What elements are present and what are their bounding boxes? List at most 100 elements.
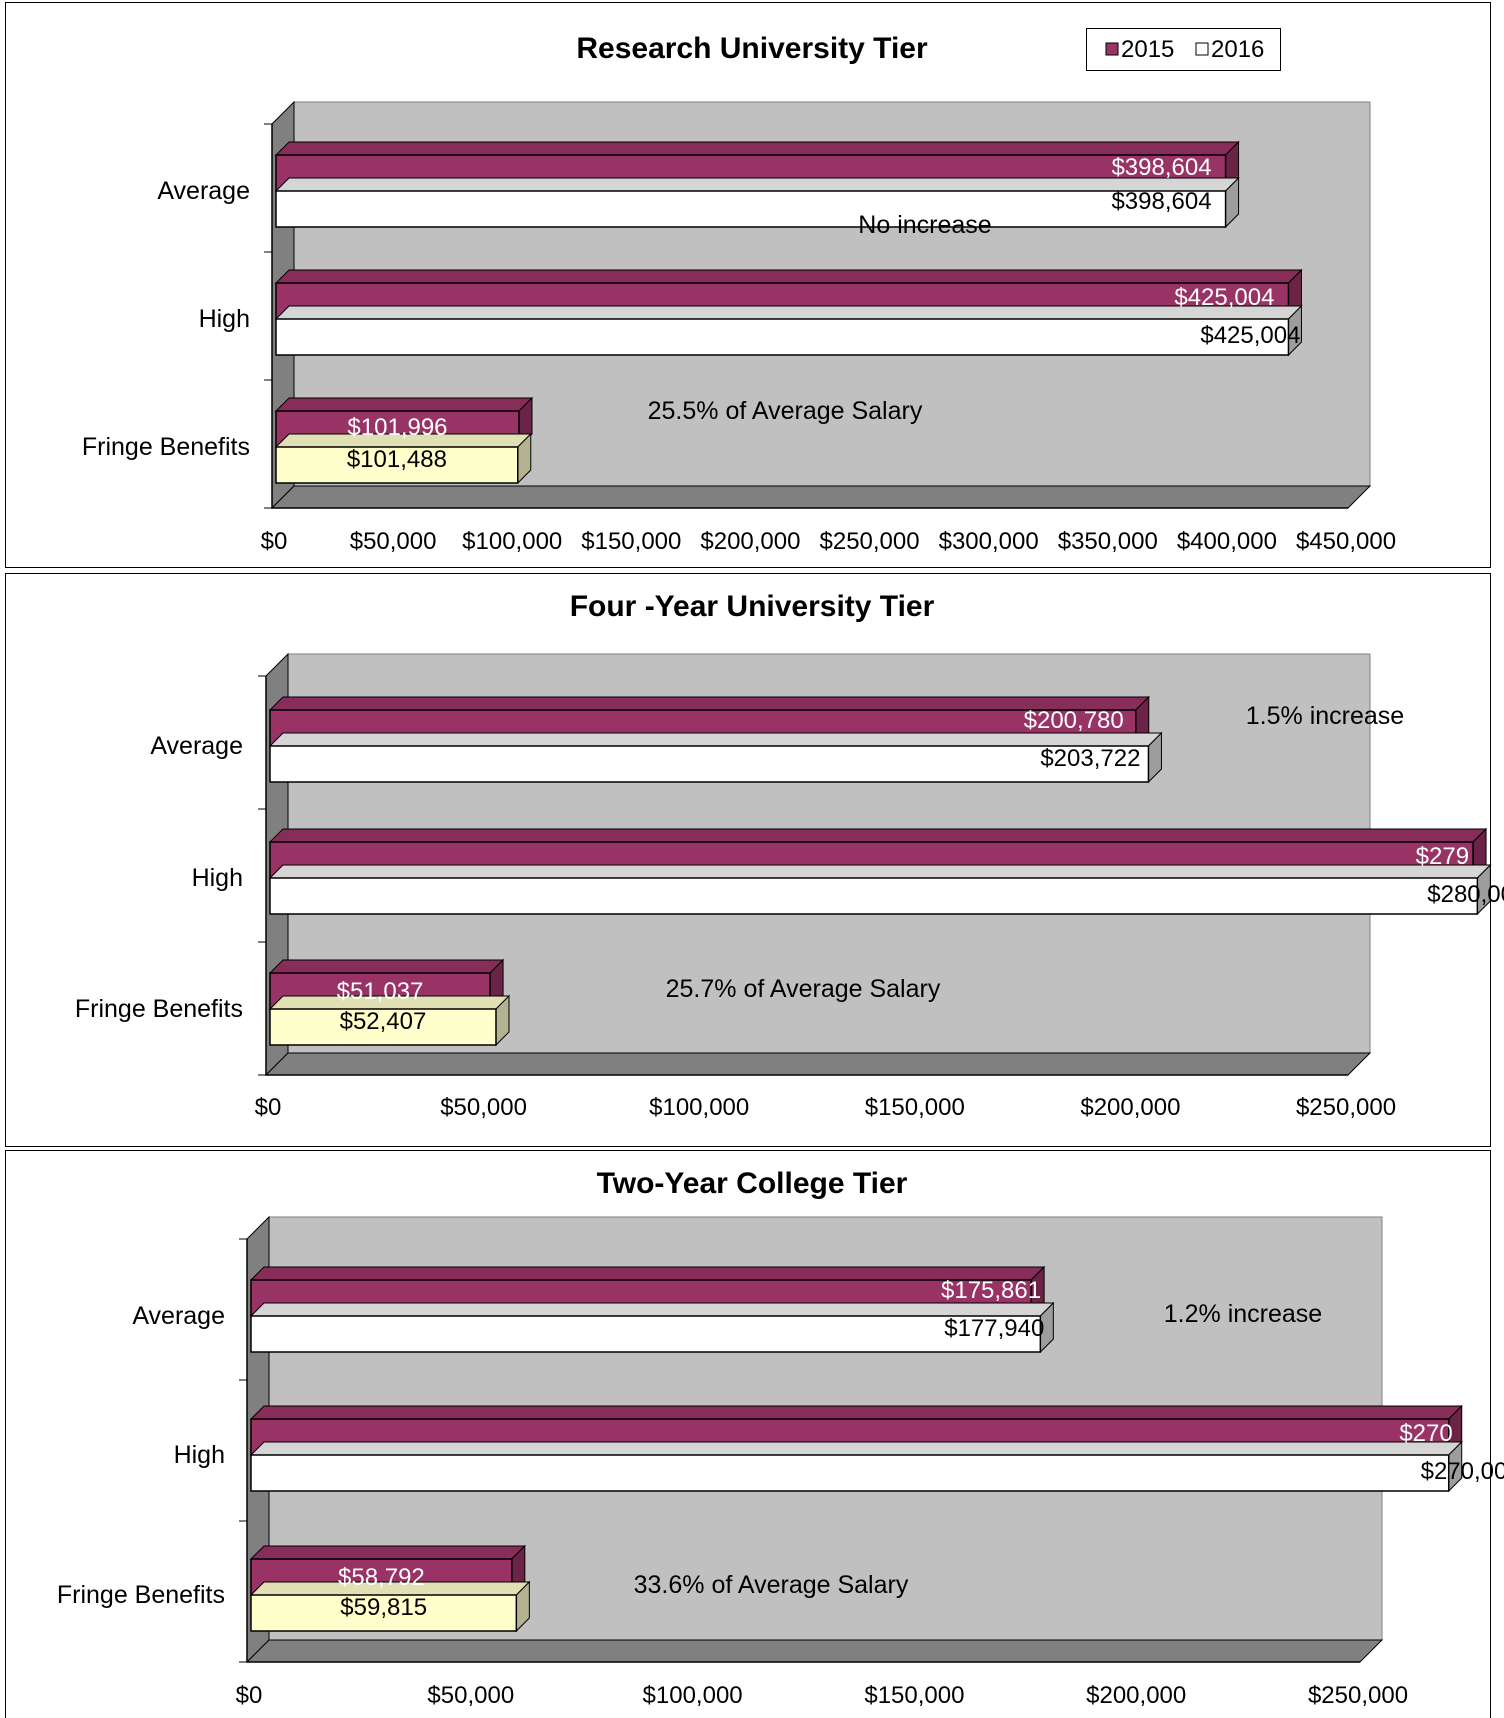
category-label: High <box>174 1441 225 1469</box>
x-tick-label: $150,000 <box>865 1094 965 1121</box>
bar-2016-average <box>249 1301 1055 1354</box>
bar-top-face <box>274 397 534 412</box>
legend: 2015 2016 <box>1086 28 1281 71</box>
x-tick-label: $0 <box>236 1682 263 1709</box>
chart-title: Four -Year University Tier <box>570 590 935 623</box>
bar-front-face <box>250 1594 518 1632</box>
data-label: $177,940 <box>944 1315 1044 1342</box>
chart-title: Research University Tier <box>576 32 928 65</box>
data-label: $58,792 <box>338 1564 425 1591</box>
bar-2016-high <box>249 1440 1463 1493</box>
category-label: High <box>199 305 250 333</box>
x-tick-label: $450,000 <box>1296 528 1396 555</box>
annotation: 1.2% increase <box>1164 1300 1322 1328</box>
bar-top-face <box>274 269 1303 284</box>
category-label: Average <box>150 732 243 760</box>
bar-front-face <box>250 1315 1042 1353</box>
data-label: $203,722 <box>1040 745 1140 772</box>
x-tick-label: $250,000 <box>1296 1094 1396 1121</box>
bar-2016-average <box>274 176 1240 229</box>
data-label: $280,000 <box>1427 881 1504 908</box>
data-label: $270,000 <box>1421 1458 1504 1485</box>
bar-2016-fringe-benefits <box>274 432 532 485</box>
legend-swatch-2016 <box>1195 42 1209 56</box>
bar-top-face <box>274 177 1240 192</box>
bar-2016-fringe-benefits <box>268 994 511 1047</box>
bar-top-face <box>249 1266 1046 1281</box>
annotation: 33.6% of Average Salary <box>634 1571 909 1599</box>
chart-title: Two-Year College Tier <box>597 1167 908 1200</box>
bar-top-face <box>249 1441 1463 1456</box>
bar-front-face <box>269 877 1479 915</box>
bar-top-face <box>268 732 1163 747</box>
bar-top-face <box>249 1405 1463 1420</box>
category-label: Fringe Benefits <box>75 995 243 1023</box>
x-tick-label: $250,000 <box>820 528 920 555</box>
x-tick-label: $100,000 <box>649 1094 749 1121</box>
x-tick-label: $200,000 <box>1080 1094 1180 1121</box>
data-label: $425,004 <box>1200 322 1300 349</box>
data-label: $279 <box>1416 843 1469 870</box>
category-label: Average <box>132 1302 225 1330</box>
bar-top-face <box>268 959 505 974</box>
data-label: $101,996 <box>347 414 447 441</box>
x-tick-label: $100,000 <box>462 528 562 555</box>
data-label: $398,604 <box>1111 154 1211 181</box>
bar-front-face <box>250 1454 1450 1492</box>
x-tick-label: $250,000 <box>1308 1682 1408 1709</box>
chart-3: Two-Year College Tier $0 $50,000 $100,000 $1… <box>5 1150 1504 1718</box>
x-tick-label: $50,000 <box>427 1682 514 1709</box>
x-tick-label: $50,000 <box>440 1094 527 1121</box>
bar-top-face <box>249 1545 527 1560</box>
x-tick-label: $0 <box>261 528 288 555</box>
category-label: Fringe Benefits <box>82 433 250 461</box>
data-label: $52,407 <box>340 1008 427 1035</box>
data-label: $398,604 <box>1111 188 1211 215</box>
bar-top-face <box>268 828 1488 843</box>
data-label: $175,861 <box>941 1277 1041 1304</box>
bar-top-face <box>268 864 1492 879</box>
x-tick-label: $100,000 <box>643 1682 743 1709</box>
data-label: $101,488 <box>347 446 447 473</box>
category-label: Average <box>157 177 250 205</box>
bar-front-face <box>275 446 519 484</box>
data-label: $51,037 <box>337 978 424 1005</box>
annotation: 1.5% increase <box>1246 702 1404 730</box>
bar-front-face <box>275 318 1290 356</box>
category-label: Fringe Benefits <box>57 1581 225 1609</box>
bar-2015-high <box>274 268 1303 321</box>
x-tick-label: $150,000 <box>581 528 681 555</box>
bar-2016-high <box>274 304 1303 357</box>
data-label: $425,004 <box>1174 284 1274 311</box>
x-tick-label: $0 <box>255 1094 282 1121</box>
bar-top-face <box>268 696 1150 711</box>
bar-2016-fringe-benefits <box>249 1580 531 1633</box>
data-label: $59,815 <box>340 1594 427 1621</box>
chart-1: Research University Tier $0 $50,000 $100,00… <box>5 2 1491 568</box>
x-tick-label: $350,000 <box>1058 528 1158 555</box>
x-tick-label: $150,000 <box>864 1682 964 1709</box>
legend-box <box>1086 28 1281 71</box>
annotation: No increase <box>858 211 991 239</box>
chart-2: Four -Year University Tier $0 $50,000 $100,… <box>5 573 1504 1147</box>
x-tick-label: $50,000 <box>350 528 437 555</box>
x-tick-label: $200,000 <box>1086 1682 1186 1709</box>
data-label: $200,780 <box>1024 707 1124 734</box>
category-label: High <box>192 864 243 892</box>
x-tick-label: $300,000 <box>939 528 1039 555</box>
bar-front-face <box>275 190 1227 228</box>
legend-label-2015: 2015 <box>1121 36 1174 63</box>
plot-floor <box>264 1052 1372 1076</box>
x-tick-label: $400,000 <box>1177 528 1277 555</box>
bar-top-face <box>274 141 1240 156</box>
bar-top-face <box>249 1302 1055 1317</box>
bar-top-face <box>274 305 1303 320</box>
legend-swatch-2015 <box>1105 42 1119 56</box>
annotation: 25.5% of Average Salary <box>648 397 923 425</box>
plot-floor <box>245 1639 1384 1663</box>
data-label: $270 <box>1399 1420 1452 1447</box>
bar-2016-high <box>268 863 1492 916</box>
plot-floor <box>270 485 1372 509</box>
bar-2016-average <box>268 731 1163 784</box>
